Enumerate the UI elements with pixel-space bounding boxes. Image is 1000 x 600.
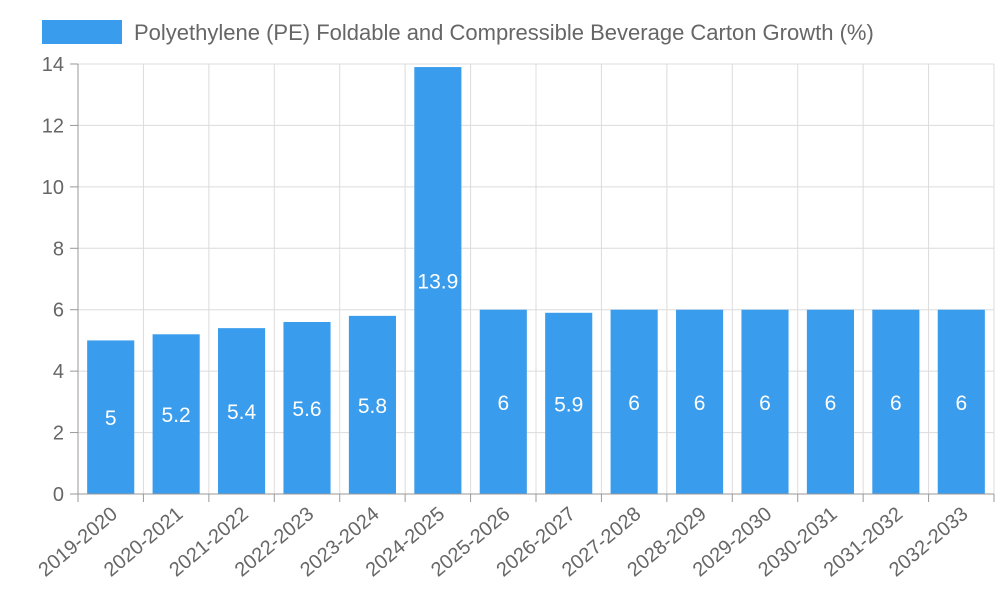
y-tick-label: 14 — [42, 54, 64, 76]
bar[interactable] — [218, 328, 266, 494]
y-tick-label: 0 — [53, 484, 64, 506]
bar[interactable] — [937, 309, 985, 494]
bar[interactable] — [545, 312, 593, 494]
bars — [87, 67, 985, 495]
bar[interactable] — [676, 309, 724, 494]
bar-value-label: 6 — [497, 392, 509, 415]
bar[interactable] — [414, 67, 462, 495]
bar-value-label: 6 — [694, 392, 706, 415]
bar-value-label: 13.9 — [417, 271, 458, 294]
y-tick-label: 4 — [53, 361, 64, 383]
legend-label: Polyethylene (PE) Foldable and Compressi… — [134, 20, 874, 45]
y-tick-label: 2 — [53, 423, 64, 445]
bar-value-label: 5.8 — [358, 395, 387, 418]
bar[interactable] — [872, 309, 920, 494]
bar-value-label: 5 — [105, 407, 117, 430]
bar-value-label: 6 — [825, 392, 837, 415]
bar-value-label: 6 — [759, 392, 771, 415]
legend[interactable]: Polyethylene (PE) Foldable and Compressi… — [42, 20, 874, 45]
bar-value-label: 5.4 — [227, 401, 257, 424]
y-tick-label: 6 — [53, 300, 64, 322]
bar-value-label: 5.6 — [292, 398, 321, 421]
bar-value-label: 5.9 — [554, 393, 583, 416]
x-axis-ticks: 2019-20202020-20212021-20222022-20232023… — [35, 494, 995, 581]
bar-value-label: 6 — [628, 392, 640, 415]
grid — [77, 63, 995, 495]
y-axis-ticks: 0 2 4 6 8 10 12 14 — [42, 54, 78, 506]
y-tick-label: 10 — [42, 177, 64, 199]
legend-swatch — [42, 20, 122, 44]
bar[interactable] — [283, 322, 331, 494]
bar-value-label: 6 — [890, 392, 902, 415]
bar-value-label: 5.2 — [162, 404, 191, 427]
bar-value-label: 6 — [955, 392, 967, 415]
bar[interactable] — [806, 309, 854, 494]
y-tick-label: 8 — [53, 238, 64, 260]
y-tick-label: 12 — [42, 115, 64, 137]
bar[interactable] — [348, 315, 396, 494]
bar[interactable] — [610, 309, 658, 494]
bar[interactable] — [741, 309, 789, 494]
bar[interactable] — [87, 340, 135, 494]
bar-value-labels: 5 5.2 5.4 5.6 5.8 13.9 6 5.9 6 6 6 6 6 6 — [105, 271, 967, 431]
bar[interactable] — [479, 309, 527, 494]
bar[interactable] — [152, 334, 200, 494]
